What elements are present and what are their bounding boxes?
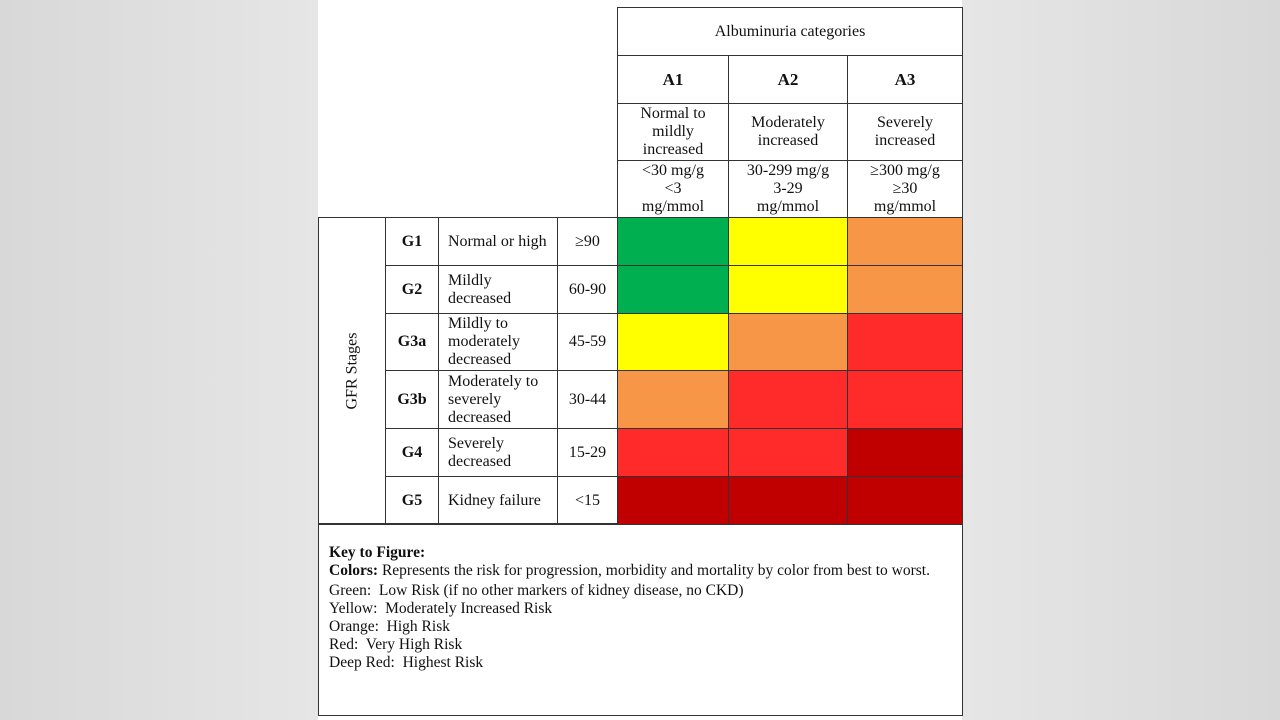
key-colors-text: Represents the risk for progression, mor… bbox=[381, 562, 930, 579]
stage-range: 15-29 bbox=[557, 428, 618, 477]
column-code: A1 bbox=[617, 55, 729, 104]
stage: G4 bbox=[385, 428, 439, 477]
side-label-cell: GFR Stages bbox=[318, 217, 386, 525]
key-title: Key to Figure: bbox=[329, 544, 426, 561]
risk-cell bbox=[847, 476, 963, 525]
key-colors: Colors: Represents the risk for progress… bbox=[329, 562, 952, 580]
risk-cell bbox=[847, 313, 963, 371]
stage-description: Mildly to moderately decreased bbox=[438, 313, 558, 371]
column-range: <30 mg/g <3 mg/mmol bbox=[617, 160, 729, 218]
stage-description: Moderately to severely decreased bbox=[438, 370, 558, 429]
risk-cell bbox=[728, 370, 848, 429]
risk-cell bbox=[847, 217, 963, 266]
stage-description: Mildly decreased bbox=[438, 265, 558, 314]
range-line: ≥300 mg/g bbox=[870, 162, 940, 179]
range-line: 30-299 mg/g bbox=[746, 162, 830, 179]
stage-description: Normal or high bbox=[438, 217, 558, 266]
range-line: mg/mmol bbox=[756, 198, 820, 215]
side-label: GFR Stages bbox=[343, 332, 360, 410]
stage: G3a bbox=[385, 313, 439, 371]
risk-cell bbox=[847, 428, 963, 477]
column-range: ≥300 mg/g ≥30 mg/mmol bbox=[847, 160, 963, 218]
key-item: Green: Low Risk (if no other markers of … bbox=[329, 582, 744, 599]
stage-range: 30-44 bbox=[557, 370, 618, 429]
stage-description: Severely decreased bbox=[438, 428, 558, 477]
risk-cell bbox=[617, 428, 729, 477]
stage-range: 45-59 bbox=[557, 313, 618, 371]
column-code: A3 bbox=[847, 55, 963, 104]
risk-cell bbox=[617, 370, 729, 429]
column-code: A2 bbox=[728, 55, 848, 104]
key-item: Yellow: Moderately Increased Risk bbox=[329, 600, 553, 617]
risk-cell bbox=[847, 265, 963, 314]
stage-range: 60-90 bbox=[557, 265, 618, 314]
key-item: Red: Very High Risk bbox=[329, 636, 463, 653]
column-range: 30-299 mg/g 3-29 mg/mmol bbox=[728, 160, 848, 218]
key-item: Orange: High Risk bbox=[329, 618, 450, 635]
key-box: Key to Figure: Colors: Represents the ri… bbox=[318, 523, 963, 716]
stage-range: ≥90 bbox=[557, 217, 618, 266]
risk-cell bbox=[617, 217, 729, 266]
risk-cell bbox=[617, 313, 729, 371]
range-line: mg/mmol bbox=[641, 198, 705, 215]
risk-cell bbox=[728, 428, 848, 477]
risk-cell bbox=[728, 313, 848, 371]
column-description: Normal to mildly increased bbox=[617, 103, 729, 161]
stage: G1 bbox=[385, 217, 439, 266]
column-description: Severely increased bbox=[847, 103, 963, 161]
stage-range: <15 bbox=[557, 476, 618, 525]
range-line: <3 bbox=[664, 180, 682, 197]
stage: G3b bbox=[385, 370, 439, 429]
range-line: ≥30 bbox=[892, 180, 918, 197]
range-line: 3-29 bbox=[773, 180, 803, 197]
risk-cell bbox=[728, 476, 848, 525]
risk-cell bbox=[617, 476, 729, 525]
range-line: mg/mmol bbox=[873, 198, 937, 215]
key-items: Green: Low Risk (if no other markers of … bbox=[329, 582, 952, 672]
risk-cell bbox=[847, 370, 963, 429]
risk-cell bbox=[728, 217, 848, 266]
key-item: Deep Red: Highest Risk bbox=[329, 654, 484, 671]
stage: G5 bbox=[385, 476, 439, 525]
range-line: <30 mg/g bbox=[642, 162, 704, 179]
column-description: Moderately increased bbox=[728, 103, 848, 161]
risk-cell bbox=[728, 265, 848, 314]
header-title: Albuminuria categories bbox=[617, 7, 963, 56]
stage: G2 bbox=[385, 265, 439, 314]
key-colors-label: Colors: bbox=[329, 562, 379, 579]
risk-cell bbox=[617, 265, 729, 314]
stage-description: Kidney failure bbox=[438, 476, 558, 525]
